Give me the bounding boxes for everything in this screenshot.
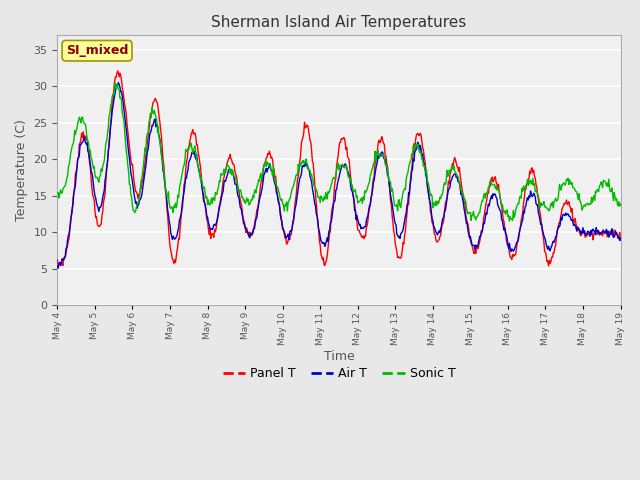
X-axis label: Time: Time xyxy=(324,350,355,363)
Text: SI_mixed: SI_mixed xyxy=(66,44,128,57)
Legend: Panel T, Air T, Sonic T: Panel T, Air T, Sonic T xyxy=(218,362,460,385)
Title: Sherman Island Air Temperatures: Sherman Island Air Temperatures xyxy=(211,15,467,30)
Y-axis label: Temperature (C): Temperature (C) xyxy=(15,119,28,221)
